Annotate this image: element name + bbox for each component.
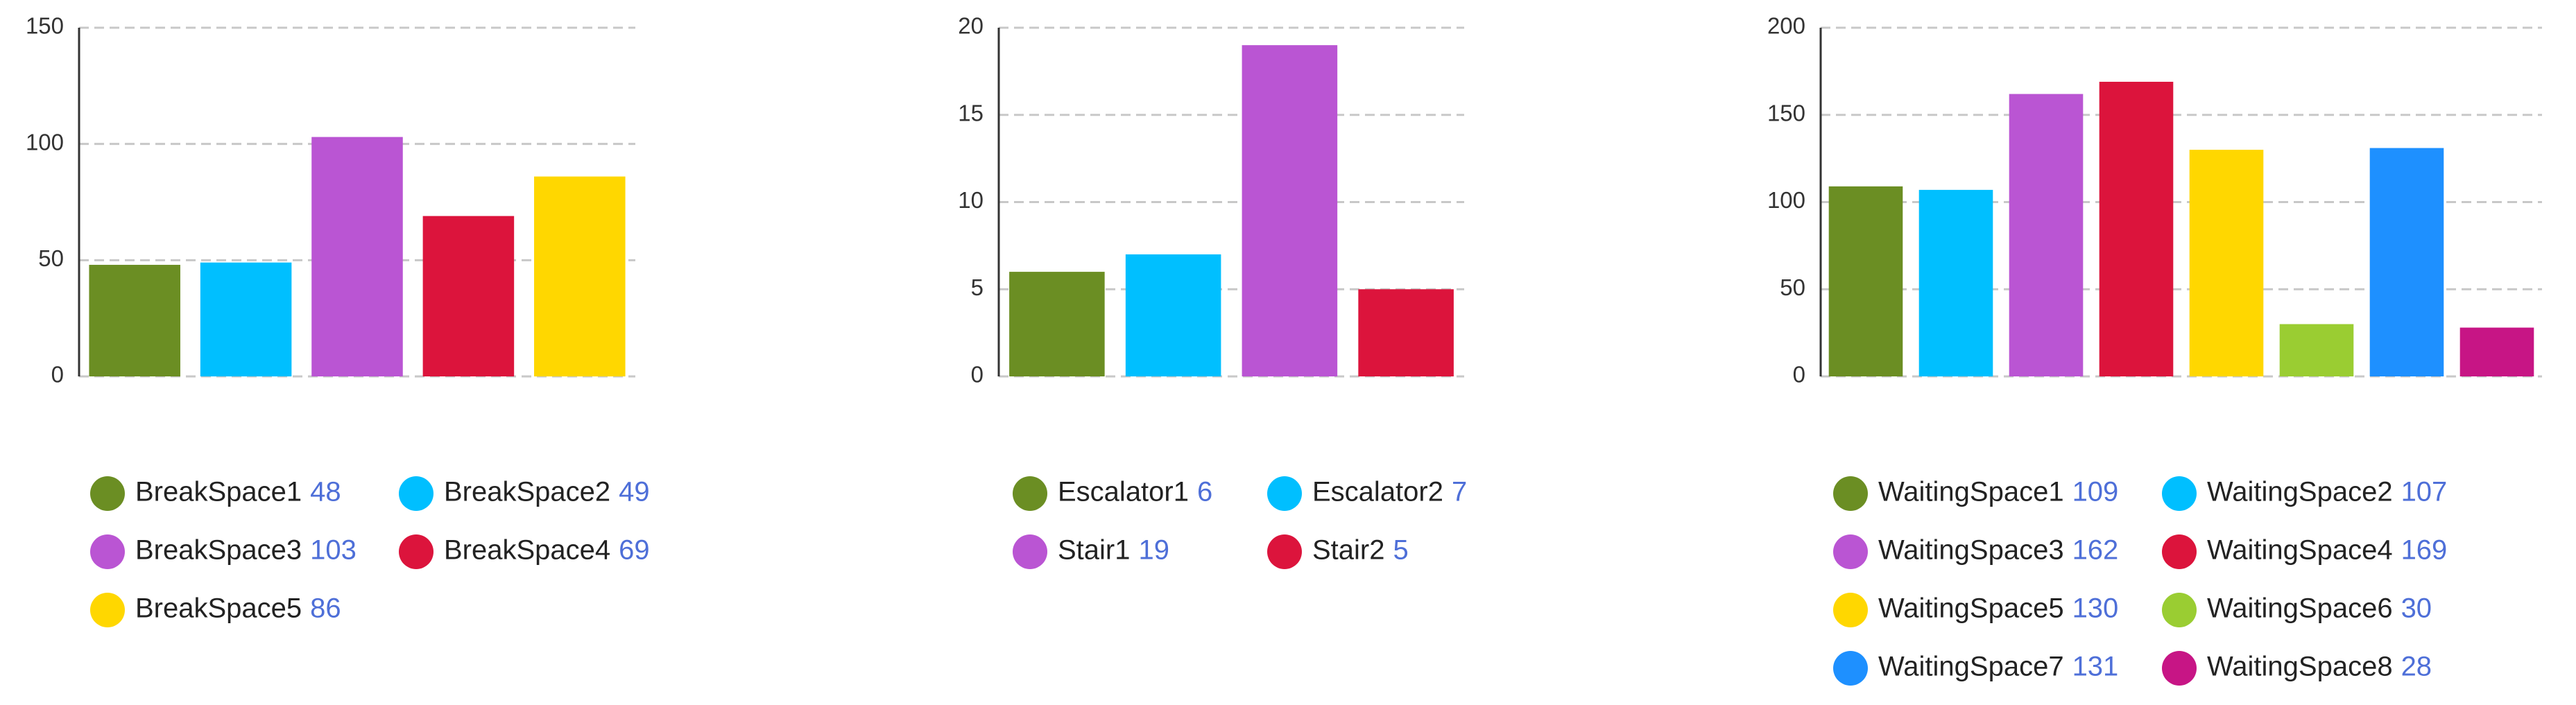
legend-swatch (1013, 534, 1047, 569)
legend-swatch (2162, 476, 2197, 511)
legend-value: 86 (310, 593, 341, 624)
legend-value: 169 (2401, 535, 2448, 566)
legend-label: Stair2 (1312, 535, 1385, 566)
legend-value: 162 (2072, 535, 2119, 566)
legend-label: WaitingSpace2 (2207, 477, 2393, 507)
bar (534, 176, 626, 376)
legend-swatch (2162, 534, 2197, 569)
legend-swatch (90, 476, 125, 511)
legend-value: 49 (619, 477, 650, 507)
legend-value: 131 (2072, 652, 2119, 682)
y-tick-label: 100 (26, 129, 64, 155)
bar (2279, 324, 2354, 376)
bar (2369, 148, 2444, 376)
legend-label: BreakSpace2 (444, 477, 610, 507)
legend-label: WaitingSpace5 (1878, 593, 2064, 624)
legend-value: 69 (619, 535, 650, 566)
legend-value: 5 (1393, 535, 1409, 566)
bar (1009, 272, 1105, 376)
legend-value: 6 (1197, 477, 1212, 507)
legend-label: WaitingSpace4 (2207, 535, 2393, 566)
legend-label: BreakSpace4 (444, 535, 610, 566)
y-tick-label: 50 (1780, 275, 1805, 300)
y-tick-label: 100 (1767, 187, 1805, 213)
legend-label: Escalator2 (1312, 477, 1443, 507)
y-tick-label: 150 (1767, 100, 1805, 125)
legend-label: WaitingSpace8 (2207, 652, 2393, 682)
legend-swatch (1833, 534, 1868, 569)
legend-swatch (399, 534, 433, 569)
legend-swatch (2162, 593, 2197, 627)
legend-value: 7 (1452, 477, 1467, 507)
y-tick-label: 10 (958, 187, 984, 213)
bar (422, 216, 515, 376)
legend-swatch (2162, 651, 2197, 686)
y-tick-label: 0 (51, 362, 64, 388)
bar (200, 262, 292, 376)
bar (2009, 94, 2084, 376)
bar (1125, 254, 1221, 376)
legend-swatch (90, 534, 125, 569)
legend-swatch (1267, 476, 1302, 511)
legend-swatch (90, 593, 125, 627)
y-tick-label: 15 (958, 100, 984, 125)
legend-swatch (1267, 534, 1302, 569)
y-tick-label: 20 (958, 13, 984, 39)
y-tick-label: 150 (26, 13, 64, 39)
legend-label: BreakSpace3 (135, 535, 302, 566)
bar (89, 265, 180, 376)
y-tick-label: 200 (1767, 13, 1805, 39)
legend-label: WaitingSpace3 (1878, 535, 2064, 566)
legend-value: 130 (2072, 593, 2119, 624)
legend-value: 30 (2401, 593, 2432, 624)
legend-label: BreakSpace1 (135, 477, 302, 507)
legend-value: 103 (310, 535, 357, 566)
bar (1828, 186, 1903, 376)
legend-label: Escalator1 (1058, 477, 1189, 507)
legend-label: Stair1 (1058, 535, 1131, 566)
legend-swatch (1833, 476, 1868, 511)
legend-label: WaitingSpace7 (1878, 652, 2064, 682)
legend-swatch (1833, 593, 1868, 627)
legend-label: WaitingSpace1 (1878, 477, 2064, 507)
bar (1358, 289, 1454, 376)
bar (2189, 150, 2264, 377)
legend-value: 19 (1139, 535, 1170, 566)
legend-swatch (1013, 476, 1047, 511)
legend-value: 28 (2401, 652, 2432, 682)
legend-value: 109 (2072, 477, 2119, 507)
bar (1242, 45, 1338, 377)
legend-label: BreakSpace5 (135, 593, 302, 624)
legend-swatch (1833, 651, 1868, 686)
legend-value: 48 (310, 477, 341, 507)
bar (2099, 81, 2174, 376)
y-tick-label: 0 (971, 362, 984, 388)
y-tick-label: 0 (1793, 362, 1805, 388)
y-tick-label: 50 (38, 245, 64, 271)
y-tick-label: 5 (971, 275, 984, 300)
bar (1918, 189, 1993, 376)
bar (2459, 327, 2534, 376)
bar (311, 137, 403, 376)
legend-value: 107 (2401, 477, 2448, 507)
legend-label: WaitingSpace6 (2207, 593, 2393, 624)
legend-swatch (399, 476, 433, 511)
